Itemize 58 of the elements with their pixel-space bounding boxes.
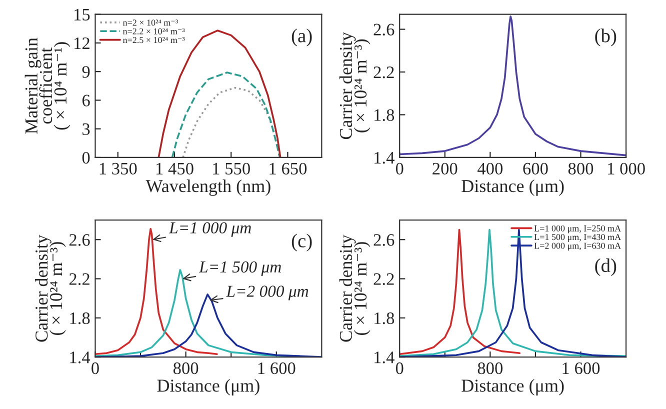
x-tick-label: 800 (478, 362, 503, 374)
y-tick-label: 2.2 (374, 66, 394, 78)
legend-label: n=2.2 × 10²⁴ m⁻³ (122, 28, 185, 34)
legend-label: L=1 000 μm, I=250 mA (534, 225, 622, 234)
x-tick-label: 1 650 (270, 162, 307, 175)
y-tick-label: 6 (82, 94, 90, 106)
legend-label: L=2 000 μm, I=630 mA (534, 242, 622, 251)
y-tick-label: 9 (82, 66, 90, 78)
y-tick-label: 1.4 (70, 352, 90, 364)
x-axis-title: Wavelength (nm) (146, 179, 270, 196)
x-axis-title: Distance (μm) (157, 379, 260, 396)
y-tick-label: 1.8 (70, 312, 90, 324)
x-tick-label: 1 600 (562, 362, 600, 374)
y-axis-title: Carrier density ( × 10²⁴ m⁻³) (34, 234, 66, 342)
y-tick-label: 2.6 (374, 234, 394, 246)
line-series (400, 16, 626, 156)
y-tick-label: 1.4 (374, 352, 394, 364)
annotation: (d) (595, 258, 616, 276)
y-axis-title: Carrier density ( × 10²⁴ m⁻³) (339, 234, 370, 342)
x-tick-label: 1 450 (156, 162, 194, 175)
x-tick-label: 800 (173, 362, 198, 374)
legend-label: n=2 × 10²⁴ m⁻³ (122, 20, 178, 26)
y-axis-title: Material gain coefficient ( × 10⁴ m⁻¹) (24, 38, 70, 134)
annotation: (a) (292, 28, 312, 46)
x-tick-label: 1 000 (608, 162, 645, 175)
y-tick-label: 2.2 (69, 273, 90, 286)
x-tick-label: 1 600 (258, 362, 296, 374)
y-tick-label: 2.6 (69, 234, 90, 246)
y-tick-label: 1.4 (374, 152, 394, 164)
annotation: L=1 500 μm (198, 261, 281, 276)
y-tick-label: 3 (82, 123, 90, 136)
annotation: (c) (292, 234, 312, 252)
y-tick-label: 12 (74, 37, 90, 49)
legend-label: n=2.5 × 10²⁴ m⁻³ (122, 36, 185, 44)
x-tick-label: 600 (523, 162, 548, 175)
y-tick-label: 2.2 (374, 273, 394, 286)
x-tick-label: 200 (432, 162, 458, 175)
line-series (171, 72, 281, 158)
y-axis-title: Carrier density ( × 10²⁴ m⁻³) (339, 32, 370, 140)
y-tick-label: 1.8 (374, 312, 394, 324)
annotation: L=2 000 μm (226, 286, 308, 300)
x-tick-label: 0 (396, 362, 404, 374)
x-tick-label: 1 350 (100, 162, 137, 175)
x-tick-label: 800 (568, 162, 594, 175)
x-tick-label: 0 (92, 362, 99, 374)
annotation: L=1 000 μm (168, 222, 251, 237)
annotation: (b) (595, 28, 616, 46)
y-tick-label: 15 (74, 8, 90, 21)
y-tick-label: 0 (82, 152, 90, 164)
legend-label: L=1 500 μm, I=430 mA (534, 234, 622, 242)
x-tick-label: 400 (477, 162, 503, 175)
y-tick-label: 2.6 (374, 24, 394, 36)
x-axis-title: Distance (μm) (462, 179, 564, 196)
x-tick-label: 1 550 (213, 162, 250, 175)
x-tick-label: 0 (396, 162, 404, 175)
x-axis-title: Distance (μm) (462, 379, 564, 396)
line-series (400, 228, 521, 356)
y-tick-label: 1.8 (374, 109, 394, 122)
